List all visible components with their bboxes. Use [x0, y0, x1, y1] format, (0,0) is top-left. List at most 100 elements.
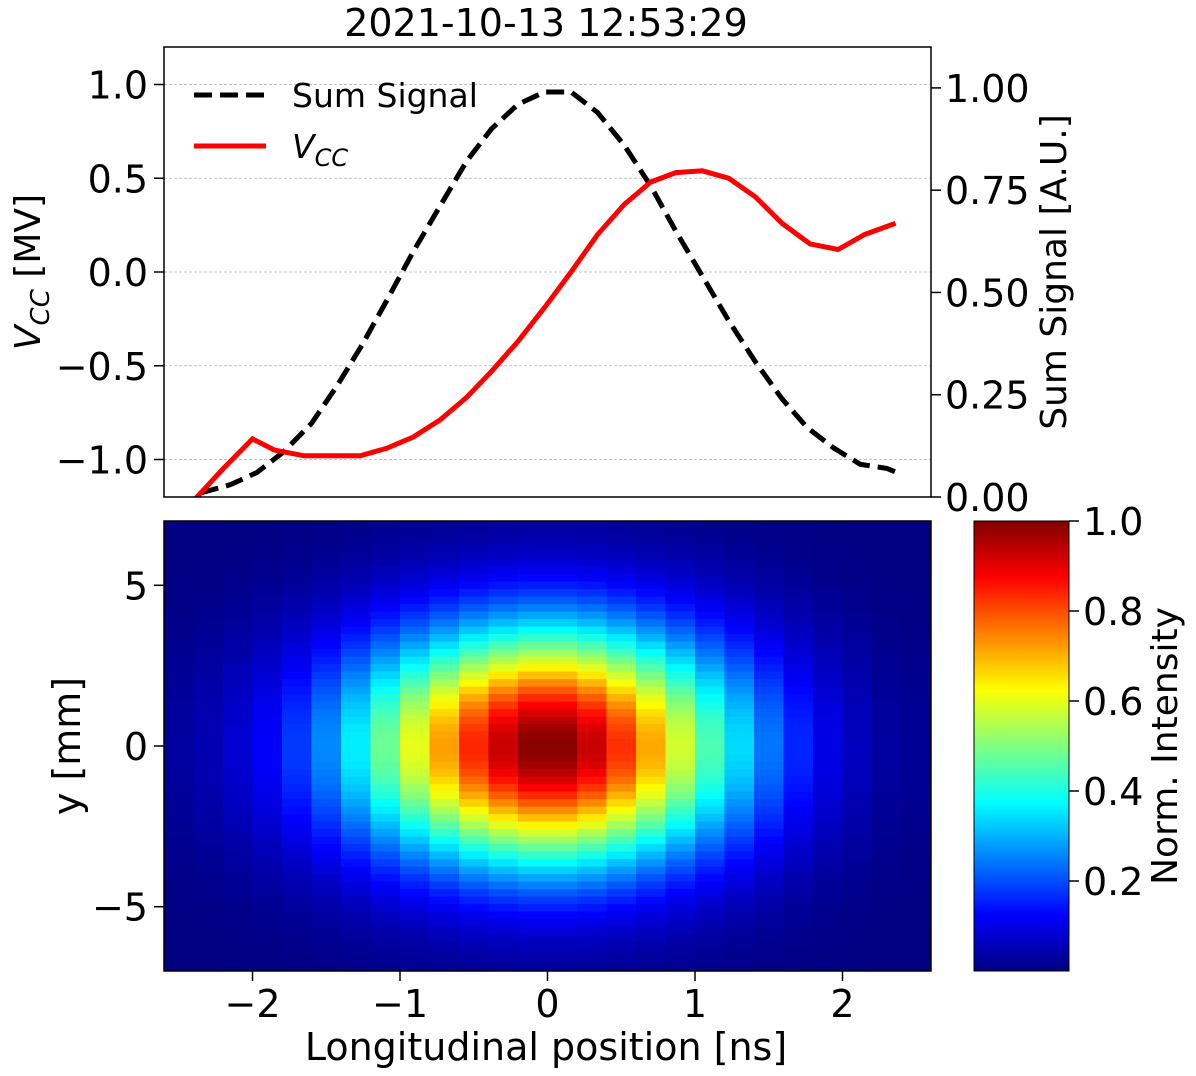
heatmap-cell [813, 723, 844, 732]
heatmap-cell [223, 873, 254, 882]
heatmap-cell [400, 843, 431, 852]
heatmap-cell [547, 671, 578, 680]
heatmap-cell [488, 798, 519, 807]
heatmap-cell [282, 821, 313, 830]
heatmap-cell [783, 663, 814, 672]
heatmap-cell [813, 588, 844, 597]
heatmap-cell [813, 791, 844, 800]
heatmap-cell [370, 903, 401, 912]
heatmap-cell [695, 663, 726, 672]
heatmap-cell [813, 761, 844, 770]
heatmap-cell [459, 911, 490, 920]
heatmap-cell [577, 626, 608, 635]
heatmap-cell [842, 783, 873, 792]
heatmap-cell [252, 566, 283, 575]
heatmap-cell [872, 633, 903, 642]
heatmap-cell [724, 821, 755, 830]
heatmap-cell [754, 528, 785, 537]
heatmap-cell [547, 956, 578, 965]
heatmap-cell [636, 671, 667, 680]
heatmap-cell [724, 641, 755, 650]
heatmap-cell [636, 536, 667, 545]
heatmap-cell [842, 603, 873, 612]
heatmap-cell [429, 806, 460, 815]
heatmap-cell [842, 873, 873, 882]
heatmap-cell [842, 708, 873, 717]
heatmap-cell [164, 798, 195, 807]
heatmap-cell [341, 813, 372, 822]
heatmap-cell [193, 618, 224, 627]
heatmap-cell [223, 573, 254, 582]
heatmap-cell [223, 678, 254, 687]
heatmap-cell [252, 678, 283, 687]
heatmap-cell [429, 881, 460, 890]
heatmap-cell [341, 558, 372, 567]
heatmap-cell [282, 941, 313, 950]
heatmap-cell [341, 836, 372, 845]
heatmap-cell [901, 663, 931, 672]
heatmap-cell [724, 918, 755, 927]
heatmap-cell [665, 641, 696, 650]
heatmap-cell [488, 746, 519, 755]
heatmap-cell [872, 888, 903, 897]
heatmap-cell [665, 626, 696, 635]
heatmap-cell [370, 873, 401, 882]
heatmap-cell [783, 813, 814, 822]
heatmap-cell [547, 753, 578, 762]
heatmap-cell [783, 521, 814, 530]
heatmap-cell [813, 836, 844, 845]
heatmap-cell [193, 551, 224, 560]
heatmap-cell [193, 641, 224, 650]
heatmap-cell [724, 551, 755, 560]
heatmap-cell [577, 663, 608, 672]
heatmap-cell [842, 941, 873, 950]
heatmap-cell [370, 686, 401, 695]
heatmap-cell [695, 686, 726, 695]
heatmap-cell [606, 761, 637, 770]
heatmap-cell [547, 701, 578, 710]
heatmap-cell [223, 528, 254, 537]
heatmap-cell [636, 663, 667, 672]
heatmap-cell [341, 701, 372, 710]
heatmap-cell [547, 813, 578, 822]
heatmap-cell [488, 521, 519, 530]
heatmap-cell [193, 866, 224, 875]
heatmap-cell [577, 888, 608, 897]
heatmap-cell [429, 551, 460, 560]
heatmap-cell [783, 888, 814, 897]
heatmap-cell [783, 671, 814, 680]
heatmap-cell [193, 678, 224, 687]
heatmap-cell [813, 716, 844, 725]
heatmap-cell [754, 843, 785, 852]
heatmap-cell [311, 723, 342, 732]
heatmap-cell [459, 656, 490, 665]
x-tick-label: −2 [224, 982, 280, 1026]
heatmap-cell [547, 543, 578, 552]
heatmap-cell [724, 873, 755, 882]
heatmap-cell [311, 521, 342, 530]
heatmap-cell [311, 701, 342, 710]
heatmap-cell [282, 558, 313, 567]
colorbar-tick-label: 0.6 [1083, 680, 1143, 724]
heatmap-cell [459, 521, 490, 530]
heatmap-cell [282, 843, 313, 852]
heatmap-cell [164, 731, 195, 740]
heatmap-cell [311, 648, 342, 657]
heatmap-cell [252, 911, 283, 920]
heatmap-cell [695, 828, 726, 837]
heatmap-cell [577, 813, 608, 822]
heatmap-cell [400, 761, 431, 770]
heatmap-cell [783, 716, 814, 725]
heatmap-cell [164, 723, 195, 732]
heatmap-cell [341, 671, 372, 680]
heatmap-cell [665, 761, 696, 770]
colorbar-ticks: 1.00.80.60.40.2 [1069, 500, 1143, 904]
heatmap-cell [252, 693, 283, 702]
heatmap-cell [547, 926, 578, 935]
heatmap-cell [429, 521, 460, 530]
heatmap-cell [223, 671, 254, 680]
heatmap-cell [783, 828, 814, 837]
heatmap-cell [547, 948, 578, 957]
heatmap-cell [547, 558, 578, 567]
heatmap-cell [252, 543, 283, 552]
